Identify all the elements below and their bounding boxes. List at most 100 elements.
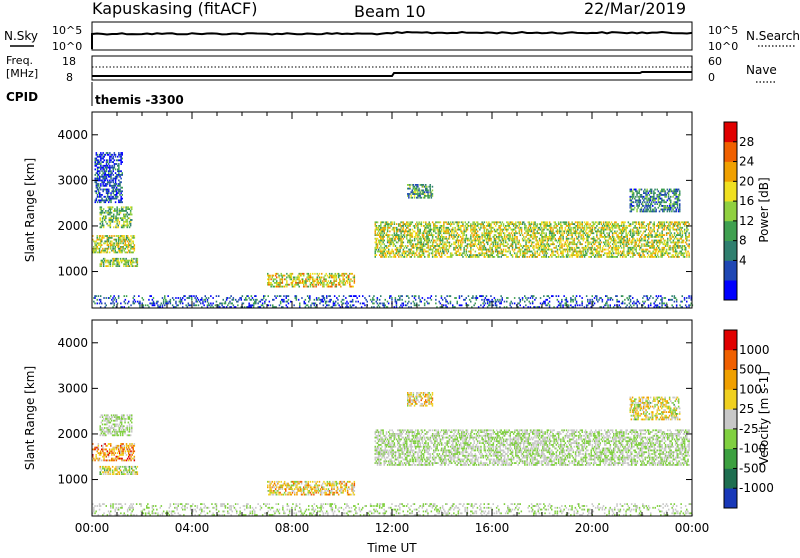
power-echo-cell (515, 243, 517, 245)
power-echo-cell (454, 249, 456, 251)
power-echo-cell (403, 238, 405, 240)
power-echo-cell (138, 295, 140, 297)
power-echo-cell (553, 225, 555, 227)
power-echo-cell (273, 275, 275, 277)
power-echo-cell (268, 280, 270, 282)
power-echo-cell (349, 284, 351, 286)
power-echo-cell (605, 242, 607, 244)
freq-left-tick-bottom: 8 (66, 71, 73, 84)
power-echo-cell (465, 221, 467, 223)
power-echo-cell (465, 225, 467, 227)
power-echo-cell (677, 203, 679, 205)
power-echo-cell (336, 286, 338, 288)
power-echo-cell (116, 212, 118, 214)
power-echo-cell (505, 227, 507, 229)
power-echo-cell (577, 238, 579, 240)
power-echo-cell (137, 265, 139, 267)
power-echo-cell (485, 236, 487, 238)
power-echo-cell (636, 203, 638, 205)
power-echo-cell (592, 247, 594, 249)
power-echo-cell (115, 225, 117, 227)
power-echo-cell (592, 251, 594, 253)
power-echo-cell (687, 229, 689, 231)
power-echo-cell (108, 189, 110, 191)
power-echo-cell (414, 240, 416, 242)
power-echo-cell (677, 207, 679, 209)
power-echo-cell (434, 247, 436, 249)
power-echo-cell (281, 273, 283, 275)
power-echo-cell (201, 299, 203, 301)
power-echo-cell (669, 236, 671, 238)
power-echo-cell (569, 225, 571, 227)
power-echo-cell (479, 229, 481, 231)
power-echo-cell (637, 238, 639, 240)
power-echo-cell (687, 221, 689, 223)
power-echo-cell (267, 273, 269, 275)
power-echo-cell (587, 238, 589, 240)
power-echo-cell (631, 200, 633, 202)
power-echo-cell (595, 256, 597, 258)
power-echo-cell (443, 229, 445, 231)
power-echo-cell (178, 297, 180, 299)
power-echo-cell (99, 161, 101, 163)
power-echo-cell (562, 238, 564, 240)
power-echo-cell (104, 303, 106, 305)
power-echo-cell (411, 223, 413, 225)
power-echo-cell (648, 192, 650, 194)
power-echo-cell (411, 256, 413, 258)
power-echo-cell (424, 238, 426, 240)
power-echo-cell (550, 254, 552, 256)
power-echo-cell (664, 190, 666, 192)
power-echo-cell (597, 245, 599, 247)
power-echo-cell (635, 189, 637, 191)
power-echo-cell (512, 234, 514, 236)
power-echo-cell (618, 249, 620, 251)
power-echo-cell (119, 262, 121, 264)
power-echo-cell (508, 240, 510, 242)
power-echo-cell (589, 223, 591, 225)
power-echo-cell (480, 225, 482, 227)
power-echo-cell (341, 275, 343, 277)
power-echo-cell (118, 169, 120, 171)
power-echo-cell (460, 229, 462, 231)
power-echo-cell (624, 240, 626, 242)
power-echo-cell (492, 249, 494, 251)
power-echo-cell (654, 247, 656, 249)
power-echo-cell (465, 254, 467, 256)
power-echo-cell (354, 282, 356, 284)
power-echo-cell (679, 194, 681, 196)
power-echo-cell (659, 196, 661, 198)
power-echo-cell (541, 243, 543, 245)
power-echo-cell (326, 273, 328, 275)
power-echo-cell (636, 223, 638, 225)
power-echo-cell (130, 304, 132, 306)
power-echo-cell (423, 236, 425, 238)
power-echo-cell (120, 200, 122, 202)
power-echo-cell (399, 251, 401, 253)
power-echo-cell (445, 238, 447, 240)
power-echo-cell (537, 252, 539, 254)
power-echo-cell (396, 252, 398, 254)
power-echo-cell (531, 245, 533, 247)
power-echo-cell (354, 280, 356, 282)
power-echo-cell (305, 282, 307, 284)
power-echo-cell (439, 245, 441, 247)
power-echo-cell (107, 183, 109, 185)
power-echo-cell (106, 178, 108, 180)
power-echo-cell (175, 297, 177, 299)
power-echo-cell (164, 297, 166, 299)
power-echo-cell (386, 245, 388, 247)
power-echo-cell (380, 234, 382, 236)
power-echo-cell (531, 221, 533, 223)
freq-series-line (92, 72, 692, 76)
power-echo-cell (102, 167, 104, 169)
power-echo-cell (627, 227, 629, 229)
power-echo-cell (663, 189, 665, 191)
power-echo-cell (434, 240, 436, 242)
power-echo-cell (610, 251, 612, 253)
power-echo-cell (270, 286, 272, 288)
power-echo-cell (669, 229, 671, 231)
power-echo-cell (606, 236, 608, 238)
power-echo-cell (197, 301, 199, 303)
power-echo-cell (398, 234, 400, 236)
